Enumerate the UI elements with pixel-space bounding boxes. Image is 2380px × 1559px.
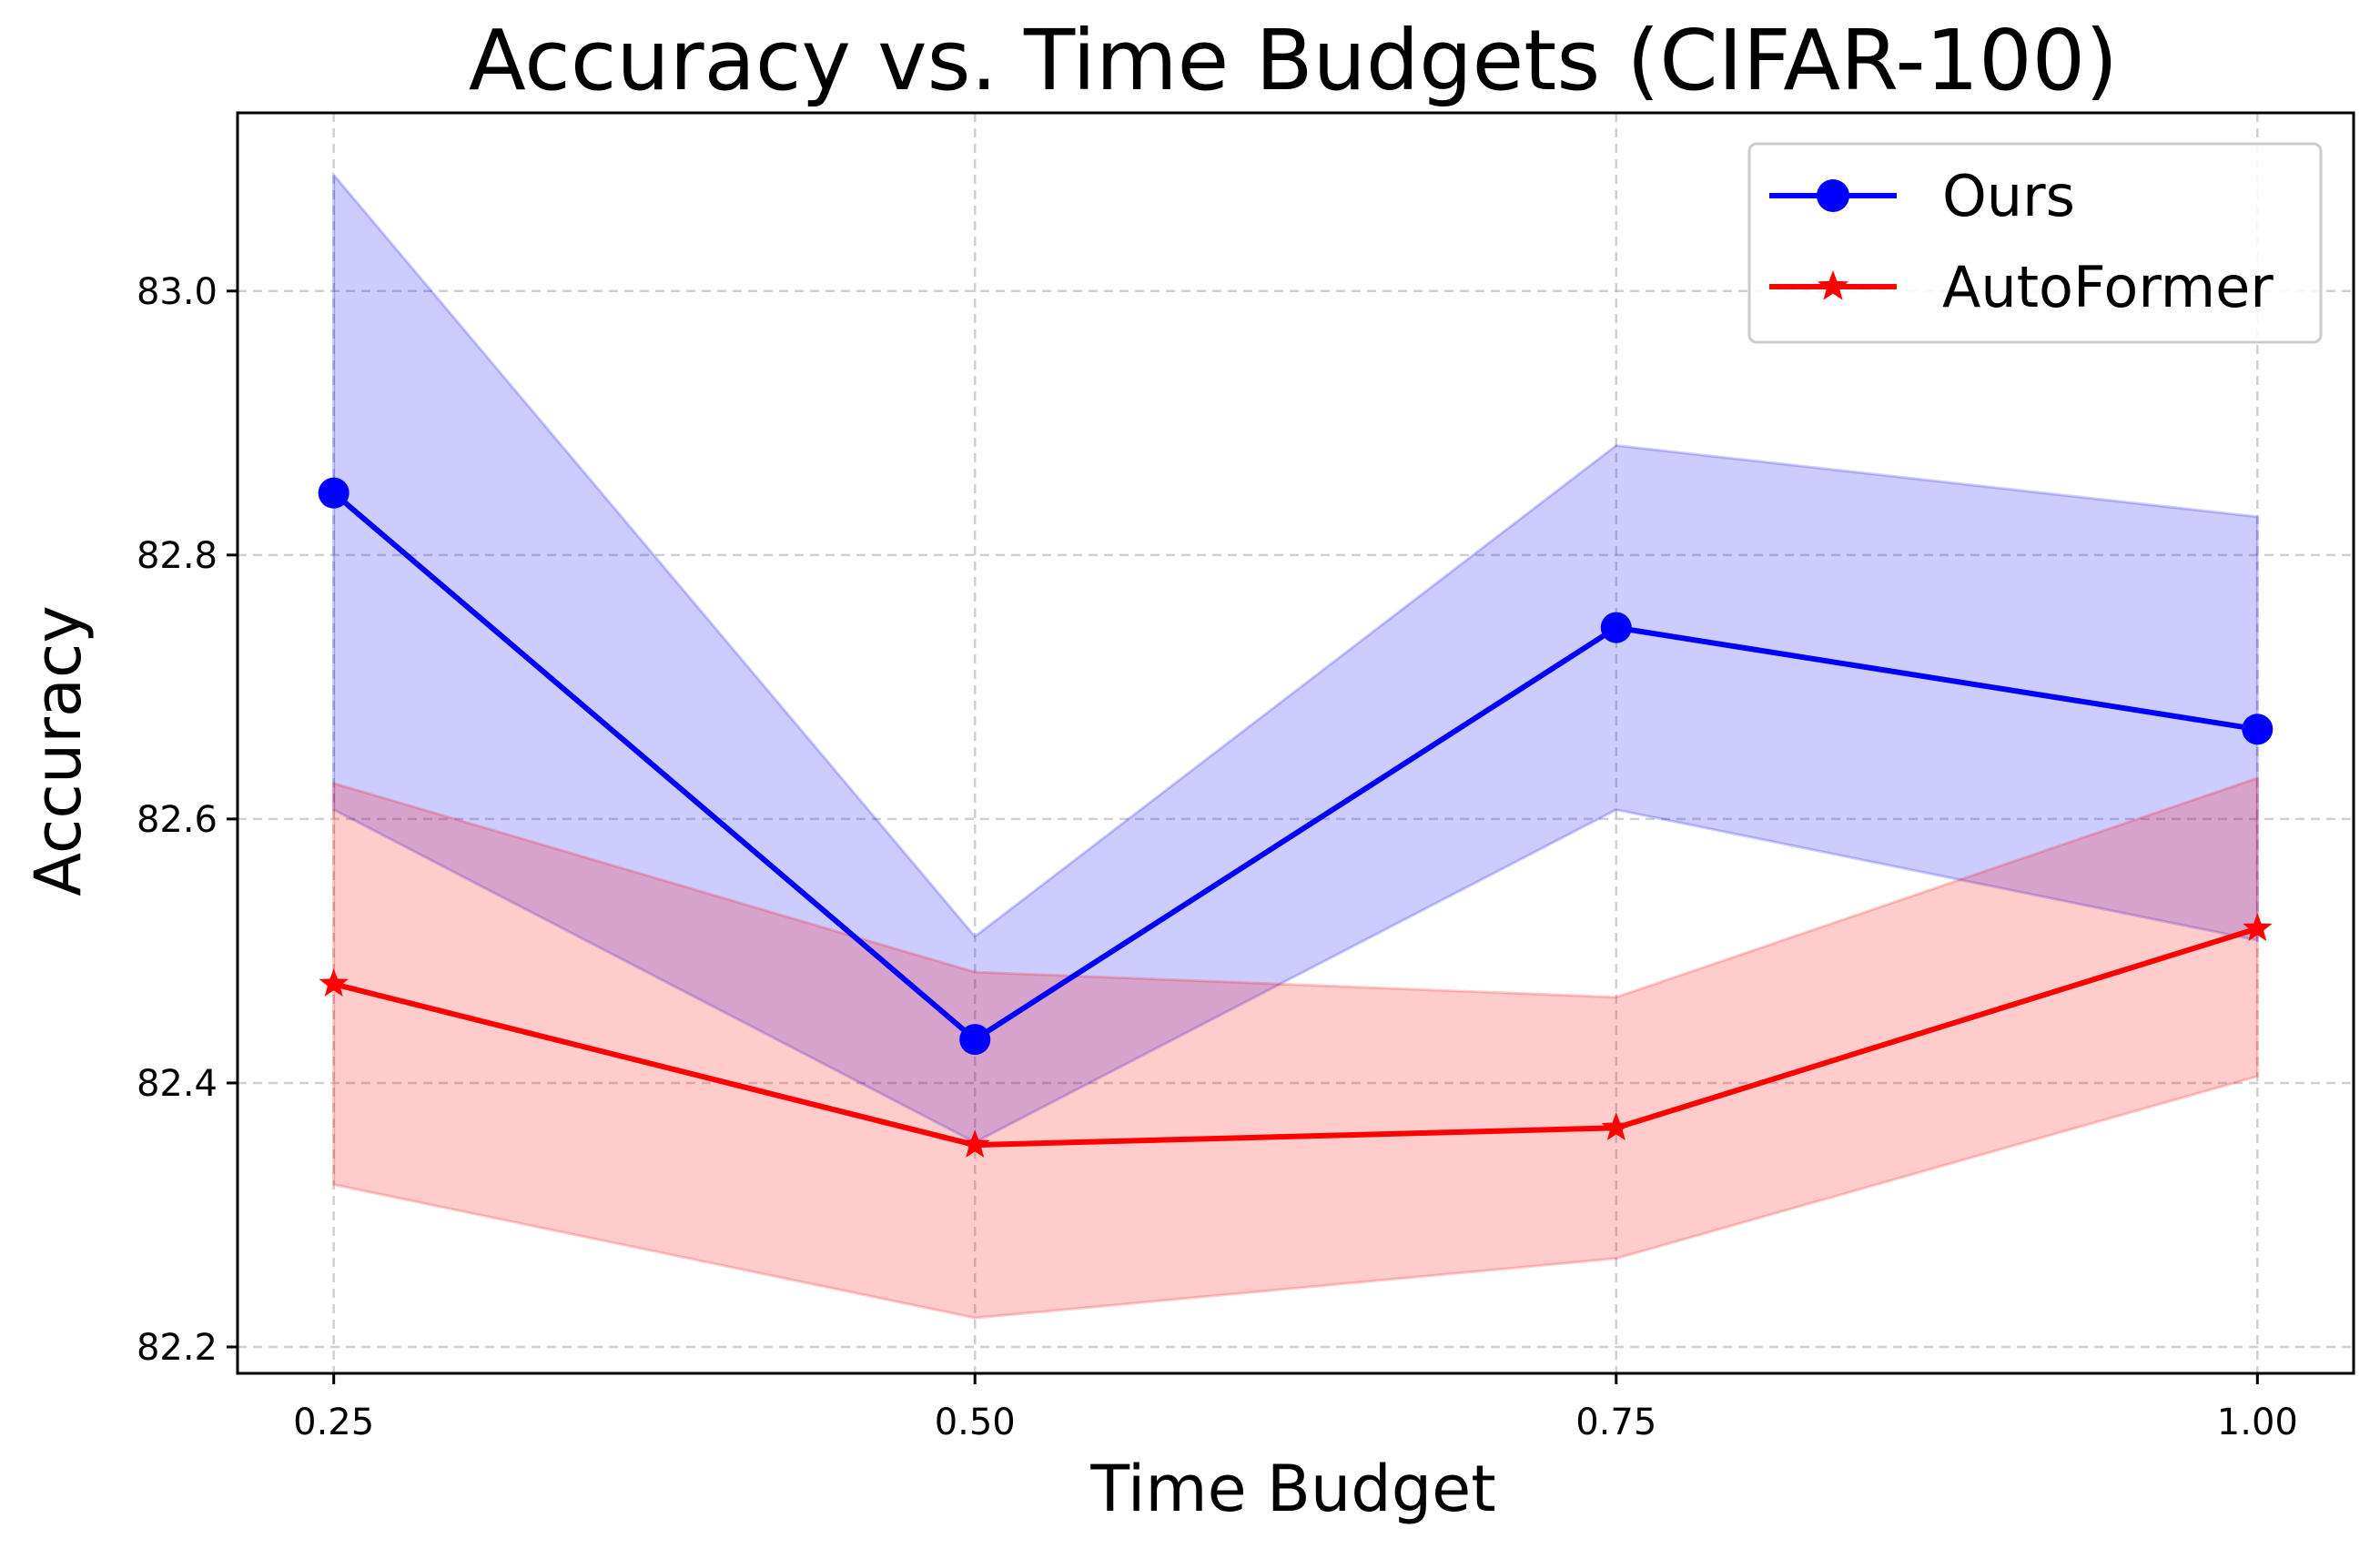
y-tick-label: 82.8 [137,535,218,577]
y-tick-label: 83.0 [137,271,218,313]
ours-data-point [1600,612,1632,643]
autoformer-confidence-band [332,775,2259,1320]
ours-data-point [318,477,349,509]
x-axis-label: Time Budget [1089,1452,1495,1526]
chart-title: Accuracy vs. Time Budgets (CIFAR-100) [469,12,2118,109]
y-tick-label: 82.6 [137,799,218,841]
ours-series-line [331,491,2258,1043]
x-axis-ticks: 0.25 0.50 0.75 1.00 [293,1373,2298,1443]
autoformer-data-point [1601,1112,1631,1140]
series-lines [331,491,2259,1149]
autoformer-legend-label: AutoFormer [1942,254,2274,320]
ours-legend-label: Ours [1942,163,2075,229]
ours-data-point [2242,714,2274,745]
x-tick-label: 0.25 [293,1402,374,1443]
autoformer-legend-marker [1817,270,1849,300]
y-tick-label: 82.4 [137,1063,218,1105]
ours-legend-marker [1817,179,1849,212]
axes-frame [236,111,2355,1375]
x-tick-label: 0.50 [935,1402,1016,1443]
y-axis-ticks: 82.2 82.4 82.6 82.8 83.0 [137,271,238,1369]
autoformer-series-line [332,926,2259,1149]
autoformer-data-point [960,1129,990,1158]
series-markers [318,477,2274,1158]
legend: Ours AutoFormer [1747,142,2323,344]
x-tick-label: 1.00 [2217,1402,2298,1443]
x-tick-label: 0.75 [1575,1402,1656,1443]
autoformer-data-point [2243,913,2273,941]
y-axis-label: Accuracy [21,605,96,896]
y-tick-label: 82.2 [137,1327,218,1369]
autoformer-data-point [319,968,349,997]
ours-data-point [959,1024,991,1056]
